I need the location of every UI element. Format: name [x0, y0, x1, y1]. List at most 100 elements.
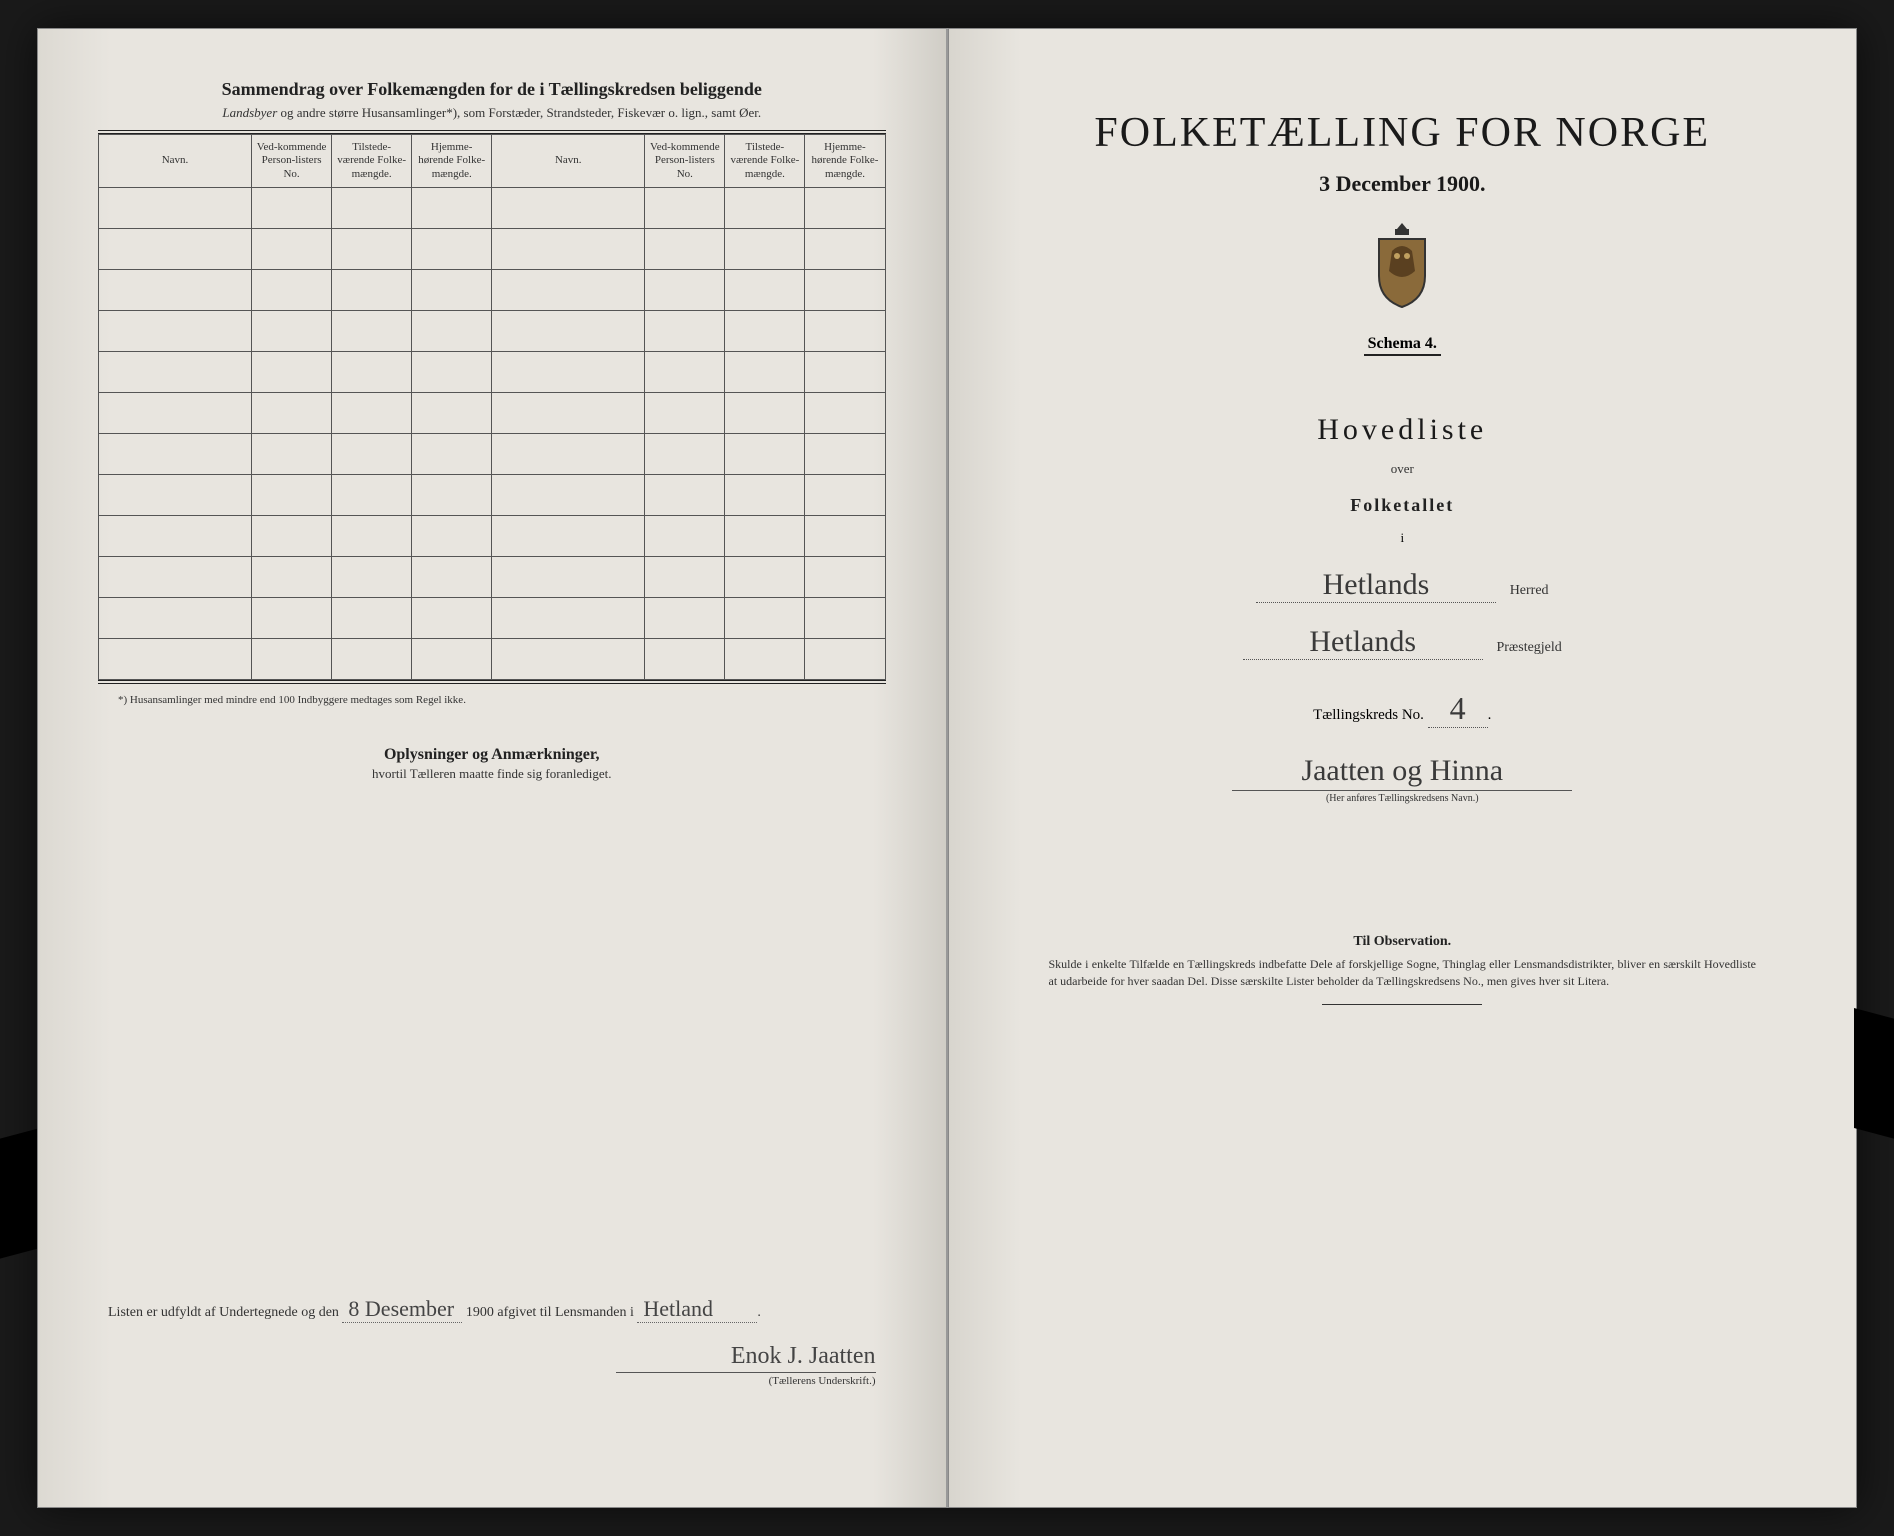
table-cell [99, 515, 252, 556]
table-cell [805, 556, 885, 597]
table-cell [492, 597, 645, 638]
table-cell [645, 269, 725, 310]
table-cell [412, 187, 492, 228]
table-cell [252, 310, 332, 351]
table-cell [645, 638, 725, 679]
table-cell [805, 515, 885, 556]
binder-clip-right [1854, 1008, 1894, 1144]
table-cell [805, 228, 885, 269]
table-cell [252, 187, 332, 228]
kreds-name: Jaatten og Hinna [1232, 754, 1572, 791]
remarks-sub: hvortil Tælleren maatte finde sig foranl… [98, 766, 886, 782]
table-cell [725, 597, 805, 638]
table-cell [412, 515, 492, 556]
table-cell [725, 351, 805, 392]
table-cell [412, 474, 492, 515]
table-cell [492, 433, 645, 474]
sign-mid: afgivet til Lensmanden i [497, 1305, 633, 1320]
table-row [99, 515, 886, 556]
hovedliste-heading: Hovedliste [1009, 413, 1797, 447]
table-cell [492, 474, 645, 515]
herred-row: Hetlands Herred [1009, 568, 1797, 603]
left-title: Sammendrag over Folkemængden for de i Tæ… [98, 79, 886, 100]
table-row [99, 474, 886, 515]
table-cell [725, 310, 805, 351]
kreds-name-row: Jaatten og Hinna (Her anføres Tællingskr… [1009, 754, 1797, 804]
table-cell [805, 638, 885, 679]
table-cell [645, 392, 725, 433]
col-hjemme-1: Hjemme-hørende Folke-mængde. [412, 135, 492, 188]
table-footnote: *) Husansamlinger med mindre end 100 Ind… [98, 694, 886, 706]
table-cell [332, 597, 412, 638]
table-cell [412, 269, 492, 310]
col-hjemme-2: Hjemme-hørende Folke-mængde. [805, 135, 885, 188]
remarks-heading: Oplysninger og Anmærkninger, [98, 746, 886, 764]
table-cell [725, 228, 805, 269]
table-cell [805, 269, 885, 310]
table-cell [805, 187, 885, 228]
table-cell [252, 474, 332, 515]
sign-year: 1900 [466, 1305, 494, 1320]
col-vedk-1: Ved-kommende Person-listers No. [252, 135, 332, 188]
table-cell [412, 392, 492, 433]
kreds-hint: (Her anføres Tællingskredsens Navn.) [1009, 793, 1797, 804]
table-cell [725, 638, 805, 679]
table-header-row: Navn. Ved-kommende Person-listers No. Ti… [99, 135, 886, 188]
table-cell [645, 351, 725, 392]
table-cell [645, 556, 725, 597]
coat-of-arms-icon [1367, 221, 1437, 311]
table-cell [412, 351, 492, 392]
table-cell [332, 187, 412, 228]
signature: Enok J. Jaatten [616, 1343, 876, 1373]
table-cell [805, 433, 885, 474]
table-cell [252, 556, 332, 597]
table-row [99, 556, 886, 597]
subtitle-rest: og andre større Husansamlinger*), som Fo… [277, 105, 761, 120]
sign-place: Hetland [637, 1296, 757, 1323]
table-cell [252, 351, 332, 392]
table-cell [805, 474, 885, 515]
summary-table: Navn. Ved-kommende Person-listers No. Ti… [98, 134, 886, 680]
table-cell [99, 556, 252, 597]
table-cell [99, 392, 252, 433]
table-cell [332, 556, 412, 597]
table-cell [412, 228, 492, 269]
table-cell [252, 638, 332, 679]
table-cell [252, 597, 332, 638]
observation-rule [1322, 1004, 1482, 1005]
table-row [99, 638, 886, 679]
table-cell [805, 392, 885, 433]
over-label: over [1009, 461, 1797, 477]
table-cell [645, 228, 725, 269]
table-cell [412, 310, 492, 351]
table-cell [252, 515, 332, 556]
i-label: i [1009, 530, 1797, 546]
signature-block: Listen er udfyldt af Undertegnede og den… [108, 1296, 876, 1387]
table-cell [492, 187, 645, 228]
census-date: 3 December 1900. [1009, 171, 1797, 197]
table-cell [99, 228, 252, 269]
table-cell [99, 474, 252, 515]
table-cell [725, 515, 805, 556]
table-cell [645, 187, 725, 228]
table-cell [332, 351, 412, 392]
kreds-row: Tællingskreds No. 4. [1009, 690, 1797, 728]
col-navn-1: Navn. [99, 135, 252, 188]
table-cell [332, 228, 412, 269]
col-navn-2: Navn. [492, 135, 645, 188]
right-page: FOLKETÆLLING FOR NORGE 3 December 1900. … [948, 28, 1858, 1508]
table-cell [99, 597, 252, 638]
table-cell [99, 351, 252, 392]
left-subtitle: Landsbyer og andre større Husansamlinger… [98, 104, 886, 122]
table-row [99, 433, 886, 474]
table-cell [725, 474, 805, 515]
signature-label: (Tællerens Underskrift.) [769, 1375, 876, 1387]
table-cell [252, 392, 332, 433]
prestegjeld-value: Hetlands [1243, 625, 1483, 660]
table-cell [492, 515, 645, 556]
census-title: FOLKETÆLLING FOR NORGE [1009, 109, 1797, 157]
table-cell [412, 597, 492, 638]
schema-label: Schema 4. [1009, 335, 1797, 353]
table-cell [412, 638, 492, 679]
table-cell [492, 351, 645, 392]
